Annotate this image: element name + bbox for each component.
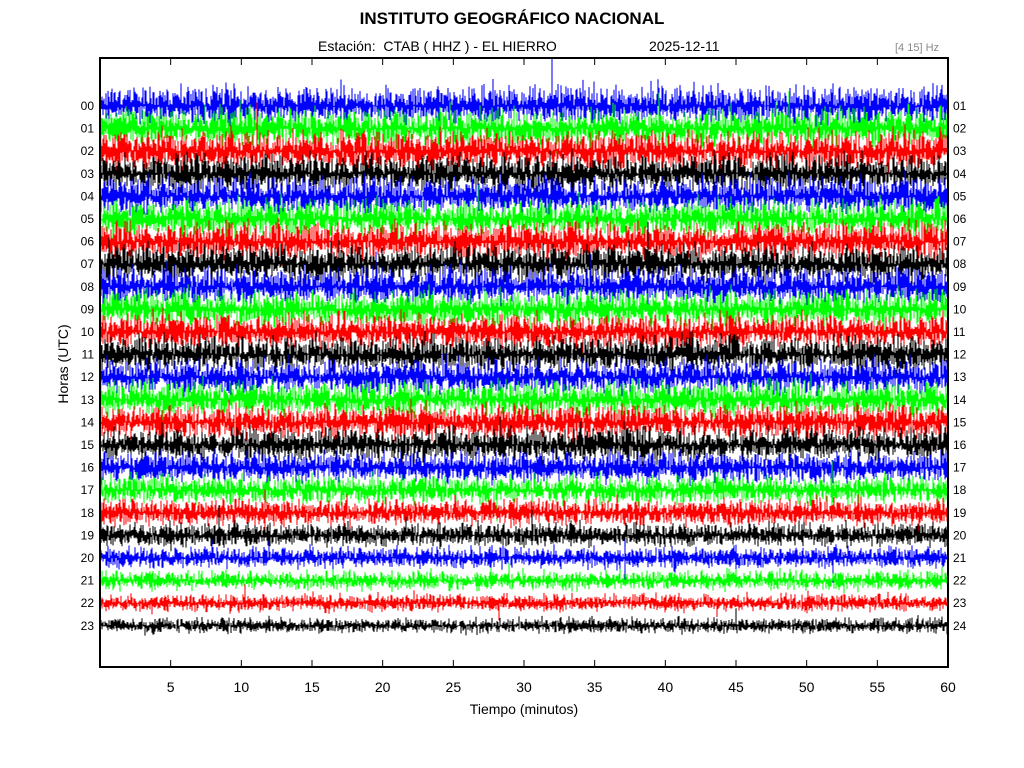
x-tick-label: 35 bbox=[587, 679, 603, 695]
filter-band-label: [4 15] Hz bbox=[895, 42, 940, 54]
hour-label-right: 01 bbox=[953, 99, 967, 113]
hour-label-right: 19 bbox=[953, 506, 967, 520]
hour-label-right: 10 bbox=[953, 302, 967, 316]
hour-label-left: 14 bbox=[81, 415, 95, 429]
hour-label-left: 13 bbox=[81, 393, 95, 407]
hour-label-left: 11 bbox=[82, 348, 95, 362]
hour-label-left: 10 bbox=[81, 325, 95, 339]
station-label: Estación: CTAB ( HHZ ) - EL HIERRO bbox=[318, 38, 557, 54]
hour-label-right: 16 bbox=[953, 438, 967, 452]
hour-label-left: 04 bbox=[81, 189, 95, 203]
hour-label-right: 18 bbox=[953, 483, 967, 497]
x-tick-label: 45 bbox=[728, 679, 744, 695]
hour-label-right: 08 bbox=[953, 257, 967, 271]
hour-label-left: 03 bbox=[81, 167, 95, 181]
hour-label-right: 06 bbox=[953, 212, 967, 226]
y-axis-label: Horas (UTC) bbox=[55, 324, 71, 403]
hour-label-left: 12 bbox=[81, 370, 95, 384]
hour-label-right: 14 bbox=[953, 393, 967, 407]
hour-label-right: 09 bbox=[953, 280, 967, 294]
hour-label-right: 07 bbox=[953, 235, 967, 249]
hour-label-right: 24 bbox=[953, 619, 967, 633]
hour-label-right: 13 bbox=[953, 370, 967, 384]
hour-label-right: 04 bbox=[953, 167, 967, 181]
hour-label-right: 02 bbox=[953, 122, 967, 136]
chart-title: INSTITUTO GEOGRÁFICO NACIONAL bbox=[359, 9, 665, 28]
hour-label-right: 23 bbox=[953, 596, 967, 610]
hour-label-left: 08 bbox=[81, 280, 95, 294]
hour-label-right: 20 bbox=[953, 528, 967, 542]
x-tick-label: 15 bbox=[304, 679, 320, 695]
hour-label-right: 21 bbox=[953, 551, 967, 565]
hour-label-right: 03 bbox=[953, 144, 967, 158]
hour-label-left: 07 bbox=[81, 257, 95, 271]
hour-label-left: 21 bbox=[81, 574, 95, 588]
x-tick-label: 25 bbox=[446, 679, 462, 695]
hour-label-left: 05 bbox=[81, 212, 95, 226]
hour-label-right: 12 bbox=[953, 348, 967, 362]
right-hour-axis: 01 02 03 04 05 06 07 08 09 10 11 12 13 14 15 16 17 18 19 20… bbox=[953, 99, 967, 633]
x-tick-label: 20 bbox=[375, 679, 391, 695]
x-axis-label: Tiempo (minutos) bbox=[470, 701, 578, 717]
x-tick-label: 60 bbox=[940, 679, 956, 695]
x-tick-label: 10 bbox=[234, 679, 250, 695]
hour-label-left: 15 bbox=[81, 438, 95, 452]
x-axis: 5 10 15 20 25 30 35 40 45 50 55 60 bbox=[167, 58, 956, 695]
hour-label-left: 06 bbox=[81, 235, 95, 249]
hour-label-left: 23 bbox=[81, 619, 95, 633]
hour-label-left: 22 bbox=[81, 596, 95, 610]
hour-label-left: 02 bbox=[81, 144, 95, 158]
x-tick-label: 55 bbox=[870, 679, 886, 695]
hour-label-right: 15 bbox=[953, 415, 967, 429]
hour-label-right: 11 bbox=[953, 325, 966, 339]
hour-label-left: 19 bbox=[81, 528, 95, 542]
hour-label-left: 01 bbox=[81, 122, 95, 136]
date-label: 2025-12-11 bbox=[649, 38, 720, 54]
hour-label-right: 05 bbox=[953, 189, 967, 203]
hour-label-right: 22 bbox=[953, 574, 967, 588]
hour-label-left: 16 bbox=[81, 461, 95, 475]
hour-label-left: 18 bbox=[81, 506, 95, 520]
hour-label-left: 20 bbox=[81, 551, 95, 565]
hour-label-left: 00 bbox=[81, 99, 95, 113]
x-tick-label: 30 bbox=[516, 679, 532, 695]
x-tick-label: 5 bbox=[167, 679, 175, 695]
left-hour-axis: 00 01 02 03 04 05 06 07 08 09 10 11 12 13 14 15 16 17 18 19… bbox=[81, 99, 95, 633]
x-tick-label: 50 bbox=[799, 679, 815, 695]
hour-label-left: 17 bbox=[81, 483, 95, 497]
x-tick-label: 40 bbox=[658, 679, 674, 695]
hour-label-left: 09 bbox=[81, 302, 95, 316]
hour-label-right: 17 bbox=[953, 461, 967, 475]
